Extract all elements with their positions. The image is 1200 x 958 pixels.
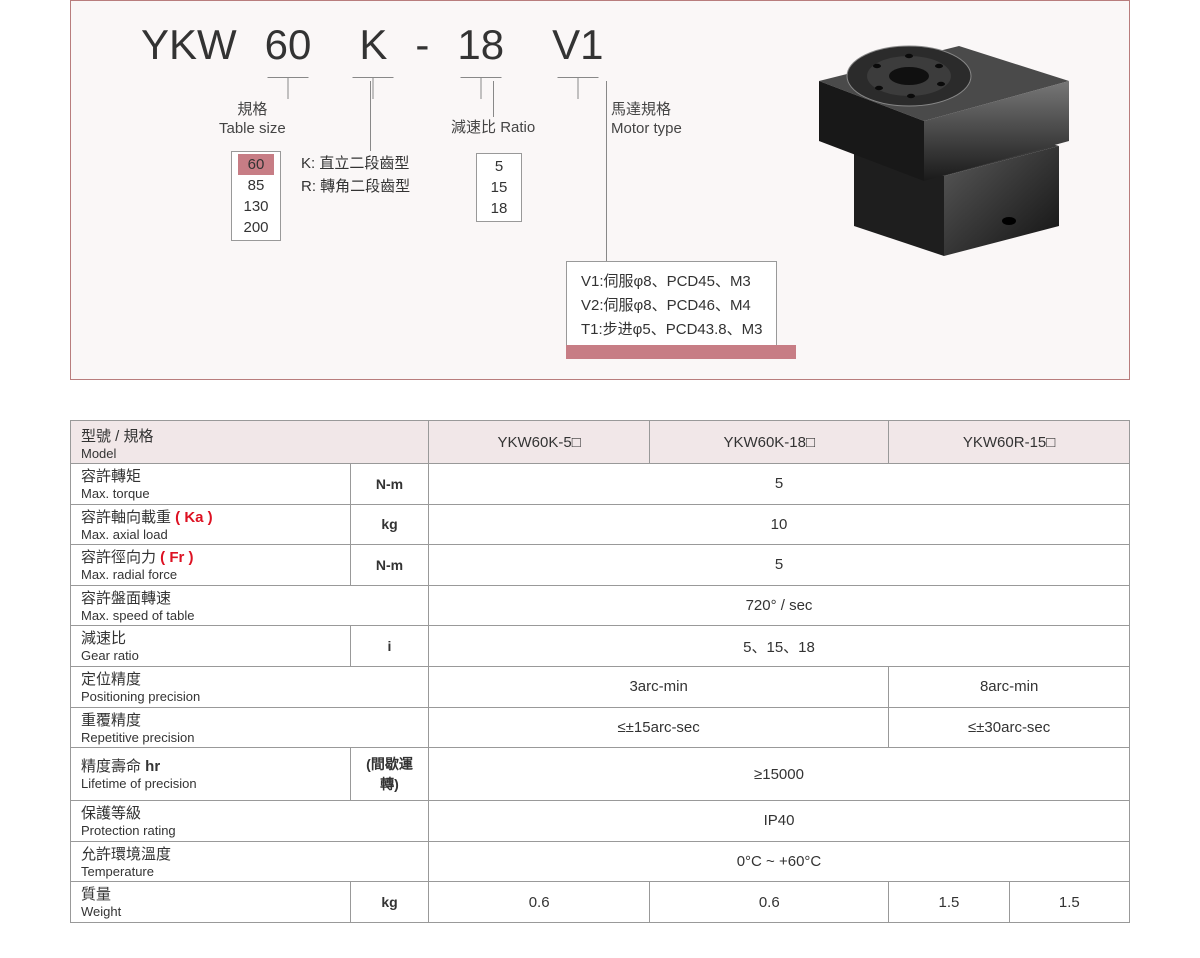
table-row: 減速比Gear ratioi5、15、18 [71,626,1130,667]
row-value: 8arc-min [889,666,1130,707]
code-ratio: 18 [457,21,504,69]
type-desc-line: R: 轉角二段齒型 [301,176,410,199]
model-col: YKW60K-5□ [429,421,650,464]
table-row: 允許環境溫度Temperature 0°C ~ +60°C [71,841,1130,882]
product-image [799,26,1099,256]
row-label: 容許徑向力 ( Fr )Max. radial force [71,545,351,586]
row-value: 1.5 [1009,882,1129,923]
row-label: 精度壽命 hrLifetime of precision [71,748,351,801]
ratio-options: 5 15 18 [476,153,522,222]
table-row: 保護等級Protection rating IP40 [71,801,1130,842]
table-row: 精度壽命 hrLifetime of precision(間歇運轉)≥15000 [71,748,1130,801]
row-unit: kg [351,882,429,923]
size-options: 60 85 130 200 [231,151,281,241]
motor-option: T1:步进φ5、PCD43.8、M3 [581,318,762,342]
table-row: 容許盤面轉速Max. speed of table 720° / sec [71,585,1130,626]
row-value: 3arc-min [429,666,889,707]
row-label: 重覆精度Repetitive precision [71,707,351,748]
row-value: 5、15、18 [429,626,1130,667]
code-motor: V1 [552,21,603,69]
row-unit [351,841,429,882]
model-col: YKW60K-18□ [650,421,889,464]
ratio-option: 5 [483,156,515,177]
size-option: 200 [238,217,274,238]
row-value: 5 [429,464,1130,505]
row-unit [351,801,429,842]
row-value: 0.6 [429,882,650,923]
row-label: 減速比Gear ratio [71,626,351,667]
row-value: 720° / sec [429,585,1130,626]
row-label: 允許環境溫度Temperature [71,841,351,882]
ratio-option: 15 [483,177,515,198]
code-dash: - [415,21,429,69]
row-unit: N-m [351,464,429,505]
row-value: 0.6 [650,882,889,923]
row-label: 定位精度Positioning precision [71,666,351,707]
row-unit: kg [351,504,429,545]
row-label: 質量Weight [71,882,351,923]
code-ratio-value: 18 [457,21,504,68]
type-description: K: 直立二段齒型 R: 轉角二段齒型 [301,153,410,198]
row-value: ≥15000 [429,748,1130,801]
row-value: ≤±15arc-sec [429,707,889,748]
row-unit [351,585,429,626]
code-type-value: K [359,21,387,68]
motor-option: V1:伺服φ8、PCD45、M3 [581,270,762,294]
table-row: 定位精度Positioning precision 3arc-min8arc-mi… [71,666,1130,707]
code-size: 60 [265,21,312,69]
model-col: YKW60R-15□ [889,421,1130,464]
row-value: 10 [429,504,1130,545]
table-row: 容許徑向力 ( Fr )Max. radial forceN-m5 [71,545,1130,586]
row-value: IP40 [429,801,1130,842]
table-row: 容許轉矩Max. torqueN-m5 [71,464,1130,505]
type-desc-line: K: 直立二段齒型 [301,153,410,176]
motor-options: V1:伺服φ8、PCD45、M3 V2:伺服φ8、PCD46、M4 T1:步进φ… [566,261,777,351]
size-option-selected: 60 [238,154,274,175]
row-label: 容許轉矩Max. torque [71,464,351,505]
table-row: 質量Weightkg0.60.61.51.5 [71,882,1130,923]
table-row: 容許軸向載重 ( Ka )Max. axial loadkg10 [71,504,1130,545]
row-unit: N-m [351,545,429,586]
row-value: 5 [429,545,1130,586]
size-option: 85 [238,175,274,196]
legend-size: 規格 Table size [219,101,286,139]
row-label: 容許盤面轉速Max. speed of table [71,585,351,626]
code-type: K [359,21,387,69]
ordering-code-panel: YKW 60 K - 18 V1 規格 Table size 60 85 130… [70,0,1130,380]
row-label: 容許軸向載重 ( Ka )Max. axial load [71,504,351,545]
row-value: 0°C ~ +60°C [429,841,1130,882]
header-label-cell: 型號 / 規格 Model [71,421,429,464]
spec-table: 型號 / 規格 Model YKW60K-5□ YKW60K-18□ YKW60… [70,420,1130,923]
row-value: ≤±30arc-sec [889,707,1130,748]
ratio-option: 18 [483,198,515,219]
row-unit: (間歇運轉) [351,748,429,801]
row-unit: i [351,626,429,667]
table-header-row: 型號 / 規格 Model YKW60K-5□ YKW60K-18□ YKW60… [71,421,1130,464]
legend-motor: 馬達規格 Motor type [611,101,682,139]
row-value: 1.5 [889,882,1009,923]
row-unit [351,707,429,748]
legend-ratio: 減速比 Ratio [451,119,535,138]
size-option: 130 [238,196,274,217]
motor-option: V2:伺服φ8、PCD46、M4 [581,294,762,318]
motor-highlight-bar [566,345,796,359]
code-motor-value: V1 [552,21,603,68]
code-size-value: 60 [265,21,312,68]
row-unit [351,666,429,707]
table-row: 重覆精度Repetitive precision ≤±15arc-sec≤±30a… [71,707,1130,748]
code-prefix: YKW [141,21,237,69]
row-label: 保護等級Protection rating [71,801,351,842]
